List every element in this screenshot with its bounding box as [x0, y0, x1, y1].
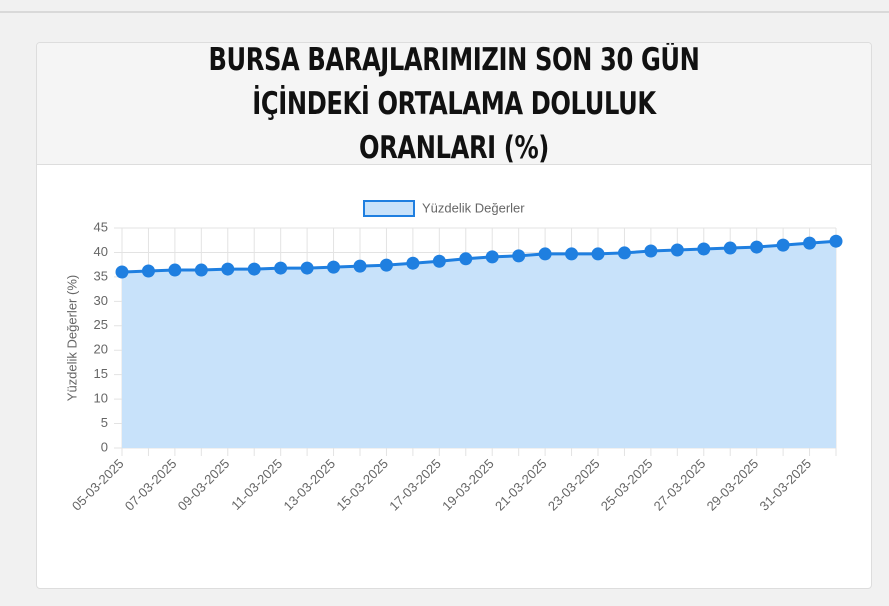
point: [247, 262, 261, 276]
point: [300, 261, 314, 275]
x-tick-label: 23-03-2025: [545, 456, 603, 514]
x-tick-label: 13-03-2025: [280, 456, 338, 514]
point: [617, 246, 631, 260]
y-tick-label: 45: [94, 219, 108, 234]
line: [121, 239, 837, 274]
x-tick-label: 15-03-2025: [333, 456, 391, 514]
point: [538, 247, 552, 261]
y-tick-label: 40: [94, 244, 108, 259]
point: [591, 247, 605, 261]
y-tick-label: 0: [101, 439, 108, 454]
point: [803, 236, 817, 250]
y-axis-title: Yüzdelik Değerler (%): [64, 275, 79, 401]
y-tick-label: 25: [94, 317, 108, 332]
point: [115, 265, 129, 279]
x-tick-label: 21-03-2025: [492, 456, 550, 514]
point: [327, 260, 341, 274]
top-bar: [0, 11, 889, 13]
point: [723, 241, 737, 255]
point: [485, 250, 499, 264]
x-tick-label: 19-03-2025: [439, 456, 497, 514]
point: [379, 258, 393, 272]
point: [750, 240, 764, 254]
y-tick-label: 30: [94, 293, 108, 308]
x-tick-label: 25-03-2025: [598, 456, 656, 514]
chart-title: BURSA BARAJLARIMIZIN SON 30 GÜN İÇİNDEKİ…: [208, 42, 700, 166]
legend-label: Yüzdelik Değerler: [422, 200, 525, 215]
point: [565, 247, 579, 261]
point: [644, 244, 658, 258]
x-tick-label: 27-03-2025: [651, 456, 709, 514]
x-tick-label: 05-03-2025: [69, 456, 127, 514]
point: [829, 234, 843, 248]
point: [432, 254, 446, 268]
y-tick-label: 10: [94, 391, 108, 406]
point: [776, 238, 790, 252]
x-tick-label: 31-03-2025: [756, 456, 814, 514]
point: [168, 263, 182, 277]
y-tick-label: 20: [94, 342, 108, 357]
y-tick-label: 35: [94, 268, 108, 283]
point: [353, 259, 367, 273]
legend-swatch: [363, 200, 415, 217]
point: [221, 262, 235, 276]
point: [512, 249, 526, 263]
point: [697, 242, 711, 256]
point: [194, 263, 208, 277]
x-tick-label: 17-03-2025: [386, 456, 444, 514]
y-tick-label: 5: [101, 415, 108, 430]
card-header: BURSA BARAJLARIMIZIN SON 30 GÜN İÇİNDEKİ…: [37, 43, 871, 166]
area: [122, 241, 836, 448]
x-tick-label: 29-03-2025: [704, 456, 762, 514]
x-tick-label: 07-03-2025: [122, 456, 180, 514]
point: [274, 261, 288, 275]
point: [459, 252, 473, 266]
point: [670, 243, 684, 257]
point: [406, 256, 420, 270]
x-tick-label: 09-03-2025: [175, 456, 233, 514]
point: [141, 264, 155, 278]
x-tick-label: 11-03-2025: [228, 456, 285, 513]
y-tick-label: 15: [94, 366, 108, 381]
